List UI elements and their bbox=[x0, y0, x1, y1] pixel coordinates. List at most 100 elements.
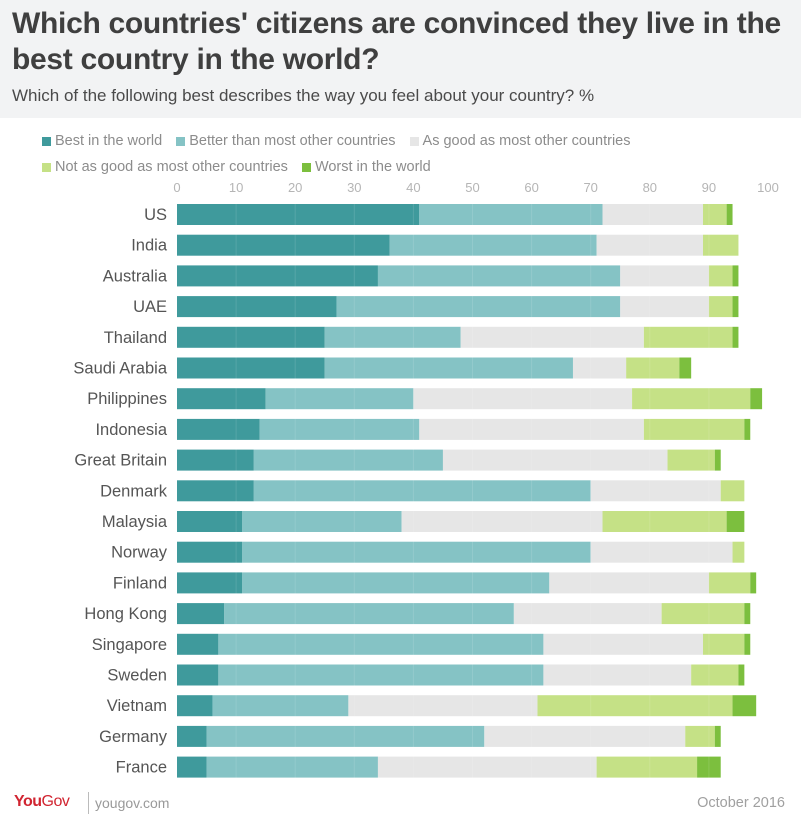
bar-segment-best-in-the-world bbox=[177, 664, 219, 686]
bar-segment-best-in-the-world bbox=[177, 603, 225, 625]
bar-segment-worst-in-the-world bbox=[726, 511, 745, 532]
category-label: US bbox=[144, 206, 167, 224]
bar-segment-as-good-as-most-other-countries bbox=[596, 234, 703, 256]
bar-segment-best-in-the-world bbox=[177, 756, 207, 778]
bar-segment-worst-in-the-world bbox=[726, 204, 733, 225]
legend-label-as-good: As good as most other countries bbox=[422, 133, 631, 149]
bar-segment-not-as-good-as-most-other-countries bbox=[602, 511, 727, 532]
bar-segment-better-than-most-other-countries bbox=[419, 204, 603, 225]
bar-segment-not-as-good-as-most-other-countries bbox=[643, 326, 733, 348]
category-label: Finland bbox=[113, 574, 167, 592]
header-band: Which countries' citizens are convinced … bbox=[0, 0, 801, 118]
bar-segment-not-as-good-as-most-other-countries bbox=[667, 449, 715, 471]
bar-segment-as-good-as-most-other-countries bbox=[419, 418, 644, 440]
bar-segment-worst-in-the-world bbox=[732, 326, 739, 348]
category-label: Philippines bbox=[87, 390, 167, 408]
category-label: France bbox=[116, 759, 167, 777]
bar-segment-worst-in-the-world bbox=[744, 603, 751, 625]
x-tick-label: 80 bbox=[643, 180, 657, 195]
category-label: Indonesia bbox=[95, 421, 167, 439]
bar-segment-as-good-as-most-other-countries bbox=[620, 265, 709, 287]
legend-item-better: Better than most other countries bbox=[176, 133, 396, 149]
bar-segment-better-than-most-other-countries bbox=[265, 388, 414, 410]
legend-label-worst: Worst in the world bbox=[314, 159, 431, 175]
legend-item-not-as-good: Not as good as most other countries bbox=[42, 159, 288, 175]
bar-segment-as-good-as-most-other-countries bbox=[460, 326, 644, 348]
x-tick-label: 60 bbox=[524, 180, 538, 195]
bar-segment-as-good-as-most-other-countries bbox=[543, 664, 692, 686]
bar-segment-worst-in-the-world bbox=[750, 572, 757, 594]
chart-subtitle: Which of the following best describes th… bbox=[12, 86, 595, 105]
category-label: Malaysia bbox=[102, 513, 168, 531]
legend-swatch-better bbox=[176, 136, 186, 146]
footer-url: yougov.com bbox=[95, 795, 170, 811]
bar-segment-as-good-as-most-other-countries bbox=[549, 572, 709, 594]
legend-swatch-worst bbox=[301, 162, 311, 172]
bar-segment-best-in-the-world bbox=[177, 357, 325, 379]
bar-segment-not-as-good-as-most-other-countries bbox=[708, 296, 733, 318]
bar-segment-worst-in-the-world bbox=[744, 418, 751, 440]
category-label: Thailand bbox=[104, 329, 167, 347]
bar-segment-better-than-most-other-countries bbox=[242, 541, 591, 563]
bar-segment-better-than-most-other-countries bbox=[253, 449, 443, 471]
category-label: Sweden bbox=[107, 667, 167, 685]
bar-segment-not-as-good-as-most-other-countries bbox=[626, 357, 680, 379]
bar-segment-not-as-good-as-most-other-countries bbox=[702, 234, 739, 256]
bar-segment-not-as-good-as-most-other-countries bbox=[537, 695, 733, 717]
legend-row-2: Not as good as most other countries Wors… bbox=[42, 154, 782, 180]
bar-segment-best-in-the-world bbox=[177, 418, 260, 440]
bar-segment-not-as-good-as-most-other-countries bbox=[702, 204, 727, 225]
bar-segment-worst-in-the-world bbox=[738, 664, 745, 686]
bar-segment-as-good-as-most-other-countries bbox=[590, 541, 733, 563]
category-label: UAE bbox=[133, 298, 167, 316]
bar-segment-best-in-the-world bbox=[177, 326, 325, 348]
bar-segment-not-as-good-as-most-other-countries bbox=[685, 725, 715, 747]
bar-segment-better-than-most-other-countries bbox=[242, 511, 402, 532]
legend-swatch-best bbox=[42, 136, 51, 146]
bar-segment-worst-in-the-world bbox=[679, 357, 692, 379]
logo-you: You bbox=[14, 793, 42, 810]
bar-segment-best-in-the-world bbox=[177, 234, 390, 256]
category-label: India bbox=[131, 237, 168, 255]
x-tick-label: 90 bbox=[702, 180, 716, 195]
bar-segment-better-than-most-other-countries bbox=[242, 572, 550, 594]
category-label: Saudi Arabia bbox=[73, 360, 167, 378]
bar-segment-as-good-as-most-other-countries bbox=[484, 725, 686, 747]
bar-segment-not-as-good-as-most-other-countries bbox=[661, 603, 745, 625]
bar-segment-not-as-good-as-most-other-countries bbox=[691, 664, 739, 686]
bar-segment-better-than-most-other-countries bbox=[259, 418, 420, 440]
category-label: Hong Kong bbox=[84, 605, 167, 623]
legend: Best in the world Better than most other… bbox=[42, 128, 782, 180]
legend-swatch-not-as-good bbox=[42, 162, 51, 172]
bar-segment-best-in-the-world bbox=[177, 449, 254, 471]
x-tick-label: 40 bbox=[406, 180, 420, 195]
bar-segment-better-than-most-other-countries bbox=[253, 480, 591, 502]
bar-segment-worst-in-the-world bbox=[732, 265, 739, 287]
bar-segment-better-than-most-other-countries bbox=[336, 296, 621, 318]
bar-segment-worst-in-the-world bbox=[732, 296, 739, 318]
x-tick-label: 30 bbox=[347, 180, 361, 195]
legend-row-1: Best in the world Better than most other… bbox=[42, 128, 782, 154]
bar-segment-better-than-most-other-countries bbox=[212, 695, 349, 717]
bar-segment-best-in-the-world bbox=[177, 388, 266, 410]
bar-segment-best-in-the-world bbox=[177, 265, 378, 287]
legend-swatch-as-good bbox=[409, 136, 419, 146]
bar-segment-best-in-the-world bbox=[177, 541, 243, 563]
bar-segment-worst-in-the-world bbox=[697, 756, 721, 778]
bar-segment-as-good-as-most-other-countries bbox=[572, 357, 627, 379]
bar-segment-not-as-good-as-most-other-countries bbox=[708, 572, 751, 594]
category-label: Vietnam bbox=[107, 697, 167, 715]
x-tick-label: 20 bbox=[288, 180, 302, 195]
bar-segment-as-good-as-most-other-countries bbox=[543, 633, 703, 655]
chart-title: Which countries' citizens are convinced … bbox=[12, 7, 781, 76]
bar-segment-better-than-most-other-countries bbox=[206, 725, 485, 747]
legend-label-best: Best in the world bbox=[55, 133, 163, 149]
bar-segment-worst-in-the-world bbox=[732, 695, 757, 717]
bar-segment-best-in-the-world bbox=[177, 695, 213, 717]
bar-segment-not-as-good-as-most-other-countries bbox=[708, 265, 733, 287]
category-label: Germany bbox=[99, 728, 168, 746]
bar-segment-not-as-good-as-most-other-countries bbox=[720, 480, 745, 502]
bar-segment-better-than-most-other-countries bbox=[324, 326, 461, 348]
bar-segment-better-than-most-other-countries bbox=[218, 664, 544, 686]
bar-segment-not-as-good-as-most-other-countries bbox=[596, 756, 698, 778]
